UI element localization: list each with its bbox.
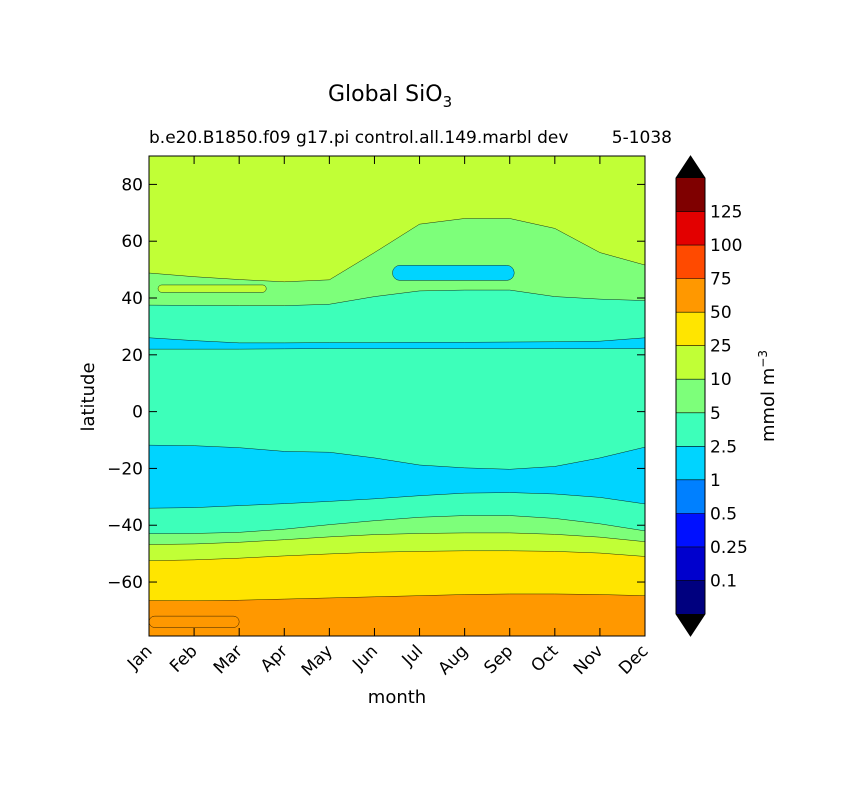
colorbar-level-10: 100 [710, 236, 742, 256]
colorbar-under-arrow [676, 614, 705, 636]
y-tick-label-6: −40 [107, 516, 143, 536]
contour-patch-2 [392, 265, 515, 281]
colorbar-level-8: 50 [710, 303, 732, 323]
colorbar-label-text: mmol m [758, 368, 779, 442]
colorbar-segment-12 [676, 178, 705, 212]
colorbar-level-4: 2.5 [710, 437, 737, 457]
contour-patch-1 [157, 284, 267, 293]
chart-subtitle-left: b.e20.B1850.f09 g17.pi control.all.149.m… [149, 128, 568, 148]
colorbar-level-1: 0.25 [710, 538, 748, 558]
colorbar-segment-11 [676, 211, 705, 246]
colorbar-level-3: 1 [710, 471, 721, 491]
colorbar-segment-3 [676, 479, 705, 514]
y-tick-label-0: 80 [121, 175, 143, 195]
colorbar-over-arrow [676, 156, 705, 178]
colorbar-segment-0 [676, 580, 705, 614]
colorbar-segment-10 [676, 245, 705, 279]
x-tick-label-10: Nov [570, 641, 608, 679]
colorbar-level-0: 0.1 [710, 571, 737, 591]
contour-band-10 [149, 156, 645, 283]
chart-title-text: Global SiO [328, 82, 443, 107]
y-tick-label-7: −60 [107, 573, 143, 593]
x-tick-label-5: Jun [348, 641, 382, 675]
x-tick-label-9: Oct [527, 641, 562, 676]
x-axis-label: month [368, 687, 426, 708]
x-tick-label-2: Mar [210, 641, 247, 678]
contour-fill-area [149, 156, 645, 636]
colorbar-level-11: 125 [710, 203, 742, 223]
colorbar-segment-8 [676, 312, 705, 346]
y-tick-label-1: 60 [121, 232, 143, 252]
y-axis-label: latitude [78, 362, 99, 431]
colorbar-segment-5 [676, 412, 705, 447]
y-tick-label-4: 0 [132, 403, 143, 423]
x-tick-label-8: Sep [480, 641, 517, 678]
colorbar-level-2: 0.5 [710, 504, 737, 524]
colorbar-level-6: 10 [710, 370, 732, 390]
colorbar-segment-7 [676, 345, 705, 380]
colorbar-level-7: 25 [710, 337, 732, 357]
colorbar-level-9: 75 [710, 270, 732, 290]
y-tick-label-5: −20 [107, 459, 143, 479]
x-tick-label-7: Aug [435, 641, 473, 679]
colorbar-segment-4 [676, 446, 705, 480]
x-tick-label-4: May [298, 641, 337, 680]
y-tick-label-3: 20 [121, 346, 143, 366]
plot-frame [148, 155, 646, 637]
colorbar-segment-1 [676, 546, 705, 581]
x-tick-label-0: Jan [123, 641, 156, 674]
colorbar-level-5: 5 [710, 404, 721, 424]
colorbar-label: mmol m−3 [756, 350, 779, 442]
colorbar-frame [675, 155, 706, 637]
colorbar-segment-6 [676, 379, 705, 413]
colorbar-label-superscript: −3 [756, 350, 770, 368]
chart-title-group: Global SiO3 b.e20.B1850.f09 g17.pi contr… [149, 82, 672, 148]
colorbar-segment-9 [676, 278, 705, 313]
colorbar: 0.1 0.25 0.5 1 2.5 5 10 25 50 75 100 125 [675, 155, 748, 637]
colorbar-segment-2 [676, 513, 705, 547]
chart-subtitle-right: 5-1038 [612, 128, 672, 148]
chart-title: Global SiO3 [328, 82, 452, 111]
x-tick-label-1: Feb [166, 641, 201, 676]
x-tick-label-11: Dec [615, 641, 652, 678]
y-axis-ticks: 80 60 40 20 0 −20 −40 −60 [107, 175, 645, 593]
y-tick-label-2: 40 [121, 289, 143, 309]
chart-title-subscript: 3 [443, 93, 453, 111]
x-tick-label-3: Apr [257, 641, 292, 676]
contour-patch-0 [149, 615, 240, 628]
x-tick-label-6: Jul [398, 641, 427, 670]
